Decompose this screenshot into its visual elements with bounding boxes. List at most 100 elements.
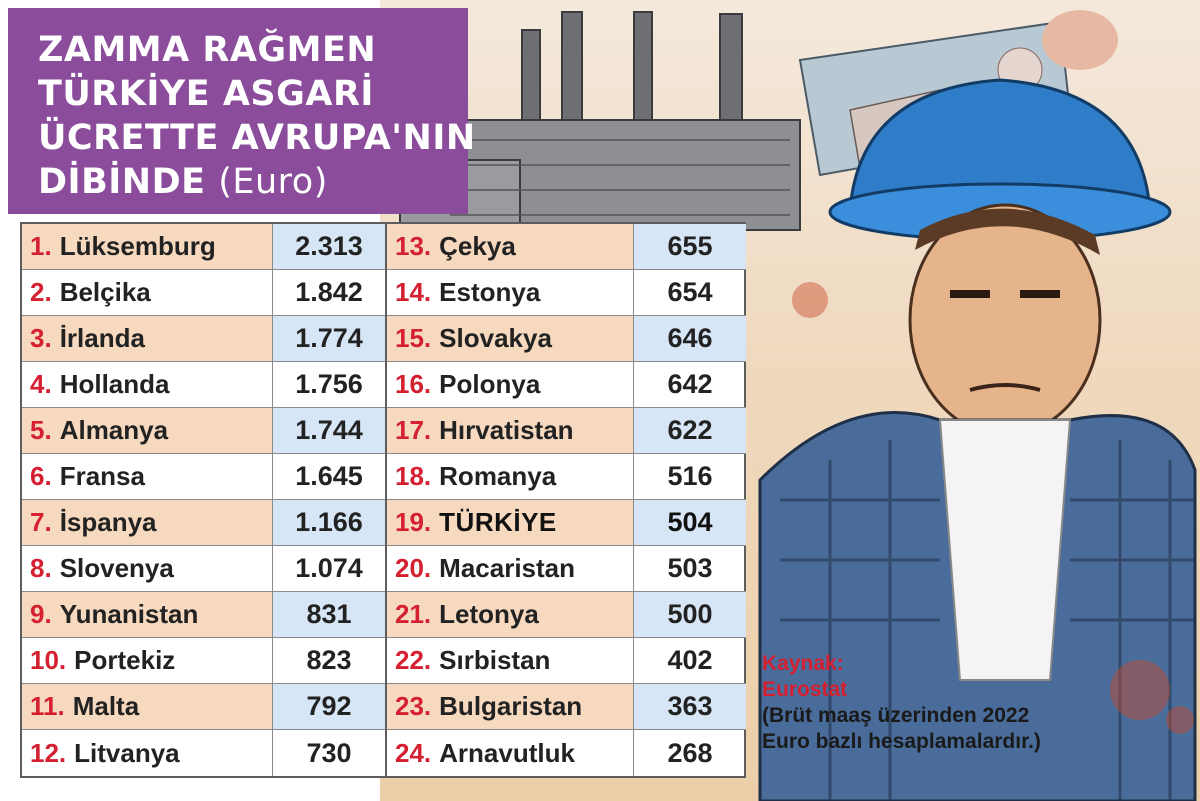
country-cell: 2. Belçika xyxy=(22,270,272,315)
rank-label: 10. xyxy=(30,645,67,675)
rank-label: 22. xyxy=(395,645,432,675)
wage-value: 730 xyxy=(272,730,385,776)
country-cell: 23. Bulgaristan xyxy=(387,684,633,729)
country-cell: 11. Malta xyxy=(22,684,272,729)
country-name: Portekiz xyxy=(74,645,176,675)
source-label: Kaynak: xyxy=(762,652,844,675)
rank-label: 12. xyxy=(30,737,67,768)
worker-face-icon xyxy=(908,203,1102,437)
rank-label: 11. xyxy=(30,691,65,721)
rank-label: 16. xyxy=(395,369,432,399)
rank-label: 20. xyxy=(395,553,432,583)
country-name: Estonya xyxy=(439,277,541,307)
table-row: 10. Portekiz 823 xyxy=(22,638,385,684)
country-cell: 7. İspanya xyxy=(22,500,272,545)
table-row: 4. Hollanda 1.756 xyxy=(22,362,385,408)
rank-label: 9. xyxy=(30,599,52,629)
source-note-line-1: (Brüt maaş üzerinden 2022 xyxy=(762,704,1030,727)
country-name: Arnavutluk xyxy=(439,737,575,768)
country-cell: 4. Hollanda xyxy=(22,362,272,407)
table-row: 6. Fransa 1.645 xyxy=(22,454,385,500)
wage-value: 402 xyxy=(633,638,746,683)
wage-value: 1.166 xyxy=(272,500,385,545)
country-name: Romanya xyxy=(439,461,557,491)
country-name: Malta xyxy=(72,691,140,721)
country-cell: 10. Portekiz xyxy=(22,638,272,683)
wage-value: 1.756 xyxy=(272,362,385,407)
rank-label: 17. xyxy=(395,415,432,445)
table-row: 12. Litvanya 730 xyxy=(22,730,385,776)
country-name: Fransa xyxy=(59,461,145,491)
country-name: Polonya xyxy=(439,369,541,399)
wage-value: 622 xyxy=(633,408,746,453)
table-row: 1. Lüksemburg 2.313 xyxy=(22,224,385,270)
country-name: Hollanda xyxy=(59,369,170,399)
rank-label: 6. xyxy=(30,461,52,491)
country-cell: 18. Romanya xyxy=(387,454,633,499)
title-line-1: ZAMMA RAĞMEN xyxy=(38,30,377,70)
source-name: Eurostat xyxy=(762,678,848,701)
country-name: Letonya xyxy=(439,599,539,629)
wage-value: 823 xyxy=(272,638,385,683)
country-name: Çekya xyxy=(439,231,516,261)
title-line-3: ÜCRETTE AVRUPA'NIN xyxy=(38,118,476,158)
rank-label: 15. xyxy=(395,323,432,353)
country-cell: 5. Almanya xyxy=(22,408,272,453)
country-name: Sırbistan xyxy=(439,645,551,675)
table-row: 5. Almanya 1.744 xyxy=(22,408,385,454)
country-cell: 22. Sırbistan xyxy=(387,638,633,683)
plaid-shirt-icon xyxy=(758,411,1197,801)
country-name: Slovakya xyxy=(439,323,552,353)
title-box: ZAMMA RAĞMEN TÜRKİYE ASGARİ ÜCRETTE AVRU… xyxy=(8,8,475,214)
wage-value: 1.744 xyxy=(272,408,385,453)
rank-label: 4. xyxy=(30,369,52,399)
wage-value: 1.645 xyxy=(272,454,385,499)
paint-splatter-icon xyxy=(792,282,1194,734)
country-cell: 15. Slovakya xyxy=(387,316,633,361)
table-row: 19. TÜRKİYE 504 xyxy=(387,500,746,546)
country-name: Bulgaristan xyxy=(439,691,583,721)
country-name: Macaristan xyxy=(439,553,575,583)
wage-value: 1.774 xyxy=(272,316,385,361)
country-cell: 24. Arnavutluk xyxy=(387,730,633,776)
country-name: İrlanda xyxy=(59,323,145,353)
country-cell: 13. Çekya xyxy=(387,224,633,269)
rank-label: 7. xyxy=(30,507,52,537)
title-line-4: DİBİNDE xyxy=(38,162,206,202)
table-row: 23. Bulgaristan 363 xyxy=(387,684,746,730)
wage-value: 500 xyxy=(633,592,746,637)
table-row: 21. Letonya 500 xyxy=(387,592,746,638)
table-row: 16. Polonya 642 xyxy=(387,362,746,408)
wage-value: 642 xyxy=(633,362,746,407)
country-cell: 8. Slovenya xyxy=(22,546,272,591)
wage-value: 654 xyxy=(633,270,746,315)
country-cell: 3. İrlanda xyxy=(22,316,272,361)
country-name: Yunanistan xyxy=(59,599,199,629)
wage-value: 2.313 xyxy=(272,224,385,269)
ranking-column-right: 13. Çekya 655 14. Estonya 654 15. Slovakya 646 16… xyxy=(385,224,746,776)
wage-value: 1.842 xyxy=(272,270,385,315)
wage-value: 831 xyxy=(272,592,385,637)
wage-value: 1.074 xyxy=(272,546,385,591)
rank-label: 21. xyxy=(395,599,432,629)
worker-illustration-icon xyxy=(399,10,1197,801)
country-cell: 21. Letonya xyxy=(387,592,633,637)
rank-label: 1. xyxy=(30,231,52,261)
table-row: 22. Sırbistan 402 xyxy=(387,638,746,684)
country-cell: 14. Estonya xyxy=(387,270,633,315)
country-name: Slovenya xyxy=(59,553,174,583)
country-name: Almanya xyxy=(59,415,169,445)
country-cell: 17. Hırvatistan xyxy=(387,408,633,453)
wage-value: 792 xyxy=(272,684,385,729)
ranking-table: 1. Lüksemburg 2.313 2. Belçika 1.842 3. İrlanda… xyxy=(20,222,746,778)
country-name: Lüksemburg xyxy=(59,231,216,261)
country-cell: 9. Yunanistan xyxy=(22,592,272,637)
table-row: 18. Romanya 516 xyxy=(387,454,746,500)
wage-value: 268 xyxy=(633,730,746,776)
country-cell: 19. TÜRKİYE xyxy=(387,500,633,545)
table-row: 15. Slovakya 646 xyxy=(387,316,746,362)
table-row: 14. Estonya 654 xyxy=(387,270,746,316)
rank-label: 5. xyxy=(30,415,52,445)
country-name: İspanya xyxy=(59,507,157,537)
country-cell: 6. Fransa xyxy=(22,454,272,499)
